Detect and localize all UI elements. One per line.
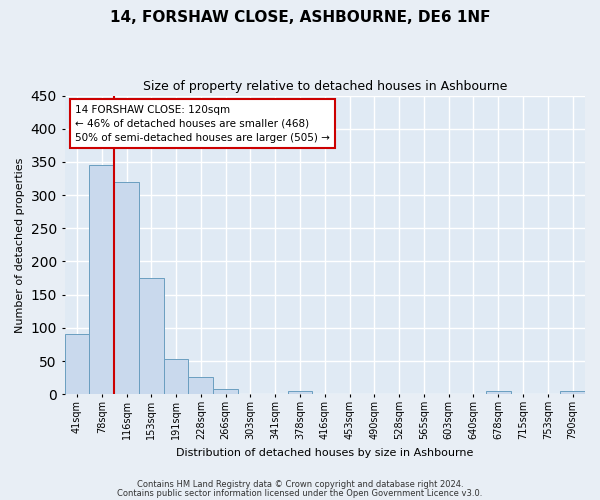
Text: Contains public sector information licensed under the Open Government Licence v3: Contains public sector information licen… [118, 488, 482, 498]
Bar [188, 377, 213, 394]
Y-axis label: Number of detached properties: Number of detached properties [15, 157, 25, 332]
X-axis label: Distribution of detached houses by size in Ashbourne: Distribution of detached houses by size … [176, 448, 473, 458]
Title: Size of property relative to detached houses in Ashbourne: Size of property relative to detached ho… [143, 80, 507, 93]
Bar [89, 165, 114, 394]
Bar [560, 391, 585, 394]
Text: 14, FORSHAW CLOSE, ASHBOURNE, DE6 1NF: 14, FORSHAW CLOSE, ASHBOURNE, DE6 1NF [110, 10, 490, 25]
Bar [114, 182, 139, 394]
Text: 14 FORSHAW CLOSE: 120sqm
← 46% of detached houses are smaller (468)
50% of semi-: 14 FORSHAW CLOSE: 120sqm ← 46% of detach… [75, 104, 330, 142]
Bar [139, 278, 164, 394]
Bar [65, 334, 89, 394]
Bar [213, 389, 238, 394]
Bar [486, 391, 511, 394]
Bar [287, 391, 313, 394]
Bar [164, 359, 188, 394]
Text: Contains HM Land Registry data © Crown copyright and database right 2024.: Contains HM Land Registry data © Crown c… [137, 480, 463, 489]
